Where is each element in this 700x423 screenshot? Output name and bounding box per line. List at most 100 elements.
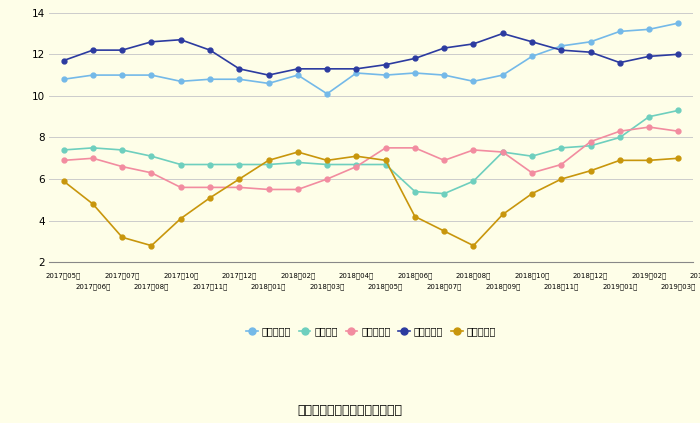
香蕉超市价 [176,185,185,190]
西瓜超市价 [118,235,127,240]
西瓜超市价 [235,176,244,181]
Text: 2017年06月: 2017年06月 [75,283,111,290]
西瓜超市价 [323,158,331,163]
西瓜超市价 [89,201,97,206]
苹果超市价 [176,79,185,84]
橙子超市价 [265,73,273,78]
橙子超市价 [352,66,361,71]
梨超市价 [60,148,68,153]
西瓜超市价 [411,214,419,219]
西瓜超市价 [528,191,536,196]
Text: 2018年05月: 2018年05月 [368,283,403,290]
橙子超市价 [411,56,419,61]
梨超市价 [557,146,566,151]
香蕉超市价 [615,129,624,134]
橙子超市价 [235,66,244,71]
橙子超市价 [60,58,68,63]
Text: 2017年05月: 2017年05月 [46,272,81,279]
橙子超市价 [206,48,214,53]
橙子超市价 [557,48,566,53]
Legend: 苹果超市价, 梨超市价, 香蕉超市价, 橙子超市价, 西瓜超市价: 苹果超市价, 梨超市价, 香蕉超市价, 橙子超市价, 西瓜超市价 [242,322,500,340]
苹果超市价 [352,71,361,76]
香蕉超市价 [118,164,127,169]
西瓜超市价 [352,154,361,159]
西瓜超市价 [382,158,390,163]
苹果超市价 [469,79,477,84]
西瓜超市价 [557,176,566,181]
西瓜超市价 [615,158,624,163]
苹果超市价 [440,73,449,78]
Text: 2017年10月: 2017年10月 [163,272,198,279]
梨超市价 [118,148,127,153]
西瓜超市价 [147,243,155,248]
橙子超市价 [587,49,595,55]
橙子超市价 [382,62,390,67]
西瓜超市价 [206,195,214,201]
苹果超市价 [147,73,155,78]
西瓜超市价 [440,228,449,233]
香蕉超市价 [60,158,68,163]
香蕉超市价 [382,146,390,151]
梨超市价 [674,108,682,113]
苹果超市价 [293,73,302,78]
香蕉超市价 [352,164,361,169]
苹果超市价 [557,44,566,49]
梨超市价 [469,179,477,184]
橙子超市价 [323,66,331,71]
香蕉超市价 [587,139,595,144]
香蕉超市价 [323,176,331,181]
Line: 香蕉超市价: 香蕉超市价 [61,125,681,192]
香蕉超市价 [147,170,155,176]
Text: 2019年02月: 2019年02月 [631,272,666,279]
苹果超市价 [265,81,273,86]
橙子超市价 [528,39,536,44]
梨超市价 [411,189,419,194]
梨超市价 [498,149,507,154]
梨超市价 [293,160,302,165]
橙子超市价 [89,48,97,53]
香蕉超市价 [557,162,566,167]
Text: 2018年08月: 2018年08月 [456,272,491,279]
Line: 橙子超市价: 橙子超市价 [61,31,681,77]
苹果超市价 [615,29,624,34]
苹果超市价 [498,73,507,78]
苹果超市价 [323,91,331,96]
Text: 2017年12月: 2017年12月 [222,272,257,279]
苹果超市价 [645,27,653,32]
梨超市价 [176,162,185,167]
梨超市价 [235,162,244,167]
西瓜超市价 [60,179,68,184]
橙子超市价 [147,39,155,44]
苹果超市价 [118,73,127,78]
苹果超市价 [674,21,682,26]
橙子超市价 [615,60,624,65]
西瓜超市价 [176,216,185,221]
Line: 梨超市价: 梨超市价 [61,108,681,196]
Text: 2019年04月: 2019年04月 [690,272,700,279]
Text: 2017年11月: 2017年11月 [193,283,228,290]
Text: 2018年11月: 2018年11月 [544,283,579,290]
香蕉超市价 [293,187,302,192]
苹果超市价 [382,73,390,78]
Text: 2017年07月: 2017年07月 [104,272,140,279]
橙子超市价 [498,31,507,36]
橙子超市价 [645,54,653,59]
梨超市价 [147,154,155,159]
梨超市价 [206,162,214,167]
梨超市价 [265,162,273,167]
Text: 2017年08月: 2017年08月 [134,283,169,290]
香蕉超市价 [440,158,449,163]
Text: 2019年03月: 2019年03月 [661,283,696,290]
梨超市价 [440,191,449,196]
香蕉超市价 [528,170,536,176]
苹果超市价 [60,77,68,82]
香蕉超市价 [235,185,244,190]
Text: 2018年03月: 2018年03月 [309,283,345,290]
香蕉超市价 [411,146,419,151]
橙子超市价 [469,41,477,47]
Line: 西瓜超市价: 西瓜超市价 [61,150,681,248]
西瓜超市价 [265,158,273,163]
香蕉超市价 [89,156,97,161]
西瓜超市价 [674,156,682,161]
苹果超市价 [89,73,97,78]
